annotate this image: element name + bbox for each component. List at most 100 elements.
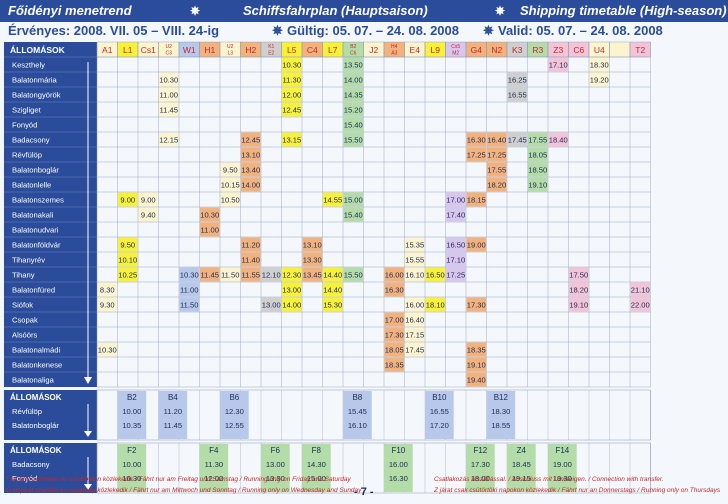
departure-time: 12.45 [241, 136, 260, 145]
time-cell [200, 207, 220, 222]
ferry1-time: 11.20 [164, 407, 182, 416]
ferry1-station: Révfülöp [12, 407, 42, 416]
ferry2-column [199, 444, 229, 492]
ferry2-time: 14.30 [307, 460, 326, 469]
column-code-g4: G4 [471, 45, 483, 55]
time-cell [97, 282, 117, 297]
ferry2-code: F2 [127, 446, 137, 455]
departure-time: 16.00 [385, 271, 404, 280]
column-code-l9: L9 [431, 45, 441, 55]
time-cell [507, 132, 527, 147]
station-label-alsóörs: Alsóörs [12, 331, 38, 340]
departure-time: 15.50 [344, 136, 363, 145]
departure-time: 9.00 [141, 196, 156, 205]
ferry1-time: 16.10 [348, 421, 367, 430]
ferry2-time: 10.00 [122, 460, 141, 469]
time-cell [261, 267, 281, 282]
time-cell [343, 207, 363, 222]
departure-time: 10.30 [98, 346, 117, 355]
departure-time: 17.10 [549, 61, 568, 70]
time-cell [630, 297, 650, 312]
column-code-e4: E4 [410, 45, 421, 55]
departure-time: 10.10 [118, 256, 137, 265]
time-cell [405, 312, 425, 327]
star-icon: ✵ [483, 23, 494, 38]
ferry1-sidebar [4, 390, 97, 440]
time-cell [548, 57, 568, 72]
departure-time: 13.00 [262, 301, 281, 310]
ferry1-header: ÁLLOMÁSOK [10, 393, 62, 402]
ferry1-time: 16.55 [430, 407, 449, 416]
station-label-tihany: Tihany [12, 271, 35, 280]
star-icon: ✵ [272, 23, 283, 38]
column-code-j2: J2 [369, 45, 378, 55]
time-cell [241, 162, 261, 177]
departure-time: 11.00 [201, 226, 219, 235]
ferry1-time: 12.30 [225, 407, 244, 416]
station-label-balatongyörök: Balatongyörök [12, 91, 61, 100]
time-cell [97, 297, 117, 312]
ferry2-column [302, 444, 331, 492]
direction-arrow-icon [84, 377, 92, 384]
ferry2-time: 17.30 [471, 460, 490, 469]
time-cell [569, 297, 589, 312]
departure-time: 17.00 [446, 196, 465, 205]
ferry1-arrow-icon [84, 431, 92, 437]
departure-time: 11.00 [160, 91, 178, 100]
departure-time: 17.55 [528, 136, 547, 145]
ferry1-column [158, 391, 188, 439]
time-cell [446, 237, 466, 252]
departure-time: 11.20 [242, 241, 260, 250]
departure-time: 17.15 [405, 331, 424, 340]
departure-time: 15.40 [344, 121, 363, 130]
departure-time: 9.30 [100, 301, 115, 310]
time-cell [241, 147, 261, 162]
ferry1-code: B12 [494, 393, 509, 402]
ferry1-column [343, 391, 372, 439]
departure-time: 16.55 [508, 91, 527, 100]
departure-time: 17.25 [446, 271, 465, 280]
departure-time: 16.30 [467, 136, 486, 145]
departure-time: 18.30 [590, 61, 609, 70]
departure-time: 11.55 [242, 271, 260, 280]
star-icon: ✵ [190, 4, 201, 18]
ferry2-time: 12.00 [204, 474, 223, 483]
departure-time: 17.55 [487, 166, 506, 175]
departure-time: 15.40 [344, 211, 363, 220]
column-code-h2: H2 [245, 45, 256, 55]
time-cell [220, 177, 240, 192]
column-code-top: K1 [268, 44, 274, 50]
column-code-bottom: A3 [391, 51, 397, 57]
time-cell [118, 267, 138, 282]
column-code-c6: C6 [573, 45, 584, 55]
time-cell [241, 267, 261, 282]
departure-time: 11.00 [180, 286, 198, 295]
departure-time: 18.20 [569, 286, 588, 295]
time-cell [138, 207, 158, 222]
footnote-transfer: Csatlakozás átszállással. / Anschluss mi… [434, 476, 664, 483]
departure-time: 18.10 [426, 301, 445, 310]
ferry2-column [117, 444, 147, 492]
time-cell [302, 267, 322, 282]
time-cell [507, 87, 527, 102]
station-label-badacsony: Badacsony [12, 136, 50, 145]
departure-time: 14.55 [323, 196, 342, 205]
departure-time: 14.00 [344, 76, 363, 85]
station-label-balatonkenese: Balatonkenese [12, 361, 62, 370]
time-cell [446, 267, 466, 282]
departure-time: 18.50 [528, 166, 547, 175]
time-cell [343, 57, 363, 72]
departure-time: 15.35 [405, 241, 424, 250]
departure-time: 9.40 [141, 211, 156, 220]
column-header-cell [609, 41, 631, 58]
ferry2-column [261, 444, 290, 492]
departure-time: 16.40 [405, 316, 424, 325]
ferry1-time: 10.00 [122, 407, 141, 416]
departure-time: 10.30 [200, 211, 219, 220]
departure-time: 19.10 [467, 361, 486, 370]
time-cell [200, 222, 220, 237]
station-label-balatonakali: Balatonakali [12, 211, 54, 220]
time-cell [466, 372, 486, 387]
ferry1-time: 11.45 [164, 421, 182, 430]
validity-english: Valid: 05. 07. – 24. 08. 2008 [498, 23, 663, 38]
